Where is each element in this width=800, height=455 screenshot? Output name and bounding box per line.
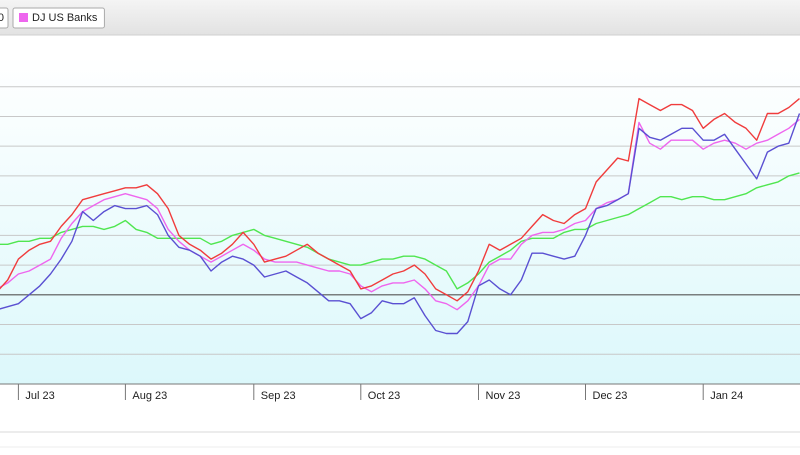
legend-swatch <box>19 13 28 22</box>
legend-box <box>0 7 9 29</box>
x-tick-label: Nov 23 <box>486 390 521 402</box>
plot-background <box>0 57 800 384</box>
x-tick-label: Jan 24 <box>710 390 743 402</box>
x-tick-label: Dec 23 <box>593 390 628 402</box>
x-tick-label: Aug 23 <box>132 390 167 402</box>
series-line <box>0 118 800 311</box>
x-tick-label: Jul 23 <box>25 390 54 402</box>
x-axis: Jul 23 Aug 23 Sep 23 Oct 23 Nov 23 Dec 23 Jan … <box>0 383 800 402</box>
legend-item[interactable]: 0 <box>0 7 9 29</box>
series-line <box>0 97 800 302</box>
legend-label: DJ US Banks <box>32 12 98 24</box>
lines <box>0 97 800 335</box>
legend-bar <box>0 0 800 35</box>
x-tick-label: Sep 23 <box>261 390 296 402</box>
legend-item[interactable]: DJ US Banks <box>12 7 105 29</box>
x-tick-label: Oct 23 <box>368 390 400 402</box>
series-line <box>0 172 800 290</box>
legend: 0 DJ US Banks <box>0 7 105 29</box>
legend-label: 0 <box>0 12 4 24</box>
grid <box>0 86 800 355</box>
legend-box <box>12 7 105 29</box>
series-line <box>0 113 800 335</box>
